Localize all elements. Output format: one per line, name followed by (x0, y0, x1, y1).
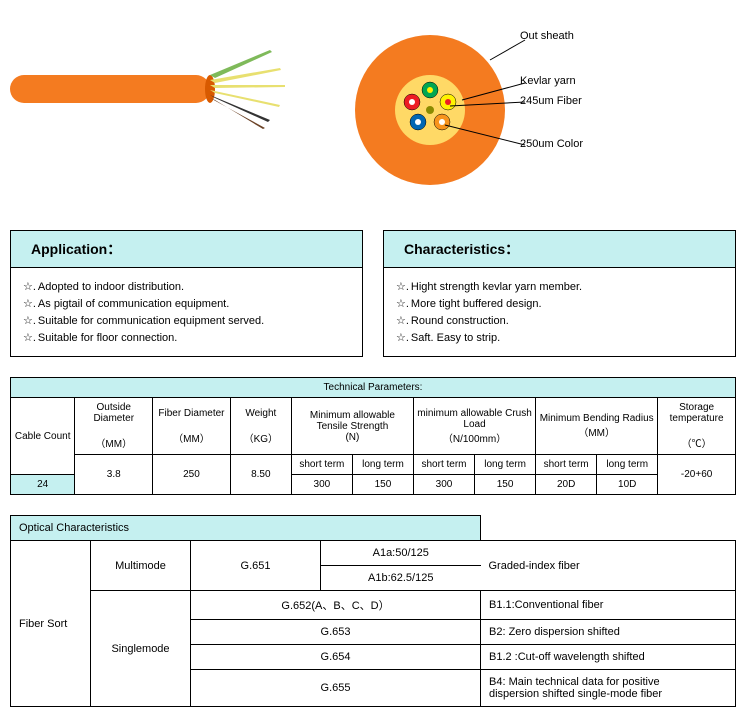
technical-table: Technical Parameters: Cable Count Outsid… (10, 377, 736, 495)
optical-table: Optical Characteristics Fiber Sort Multi… (10, 515, 736, 707)
characteristics-title: Characteristics： (384, 231, 735, 268)
info-row: Application： ☆.Adopted to indoor distrib… (0, 230, 746, 357)
td-tensile-short: 300 (291, 475, 352, 495)
characteristics-box: Characteristics： ☆.Hight strength kevlar… (383, 230, 736, 357)
application-item: Suitable for floor connection. (38, 332, 177, 344)
th-weight: Weight (245, 408, 276, 419)
cable-photo (10, 20, 310, 140)
technical-parameters: Technical Parameters: Cable Count Outsid… (0, 377, 746, 495)
td-cable-count: 24 (11, 475, 75, 495)
td-b4: B4: Main technical data for positive dis… (481, 670, 736, 707)
td-bend-long: 10D (597, 475, 658, 495)
characteristics-item: Round construction. (411, 315, 509, 327)
td-b11: B1.1:Conventional fiber (481, 591, 736, 620)
th-short-term: short term (536, 455, 597, 475)
label-out-sheath: Out sheath (520, 30, 574, 42)
td-outside-diameter: 3.8 (75, 455, 153, 495)
technical-title: Technical Parameters: (11, 378, 736, 398)
td-a1b: A1b:62.5/125 (321, 566, 481, 591)
td-b2: B2: Zero dispersion shifted (481, 620, 736, 645)
td-fiber-sort: Fiber Sort (11, 541, 91, 707)
th-cable-count: Cable Count (11, 398, 75, 475)
td-g651: G.651 (191, 541, 321, 591)
th-crush: minimum allowable Crush Load (417, 408, 531, 430)
label-250um-color: 250um Color (520, 138, 583, 150)
optical-characteristics: Optical Characteristics Fiber Sort Multi… (0, 515, 746, 707)
td-singlemode: Singlemode (91, 591, 191, 707)
th-long-term: long term (352, 455, 413, 475)
characteristics-item: More tight buffered design. (411, 298, 542, 310)
td-b12: B1.2 :Cut-off wavelength shifted (481, 645, 736, 670)
td-multimode: Multimode (91, 541, 191, 591)
td-fiber-diameter: 250 (153, 455, 231, 495)
th-outside-diameter: Outside Diameter (93, 402, 134, 424)
td-g652: G.652(A、B、C、D） (191, 591, 481, 620)
td-crush-long: 150 (475, 475, 536, 495)
characteristics-item: Saft. Easy to strip. (411, 332, 500, 344)
label-kevlar-yarn: Kevlar yarn (520, 75, 576, 87)
application-item: Adopted to indoor distribution. (38, 281, 184, 293)
td-g654: G.654 (191, 645, 481, 670)
application-item: Suitable for communication equipment ser… (38, 315, 264, 327)
characteristics-body: ☆.Hight strength kevlar yarn member. ☆.M… (384, 268, 735, 356)
th-tensile: Minimum allowable Tensile Strength (310, 410, 395, 432)
application-item: As pigtail of communication equipment. (38, 298, 229, 310)
characteristics-item: Hight strength kevlar yarn member. (411, 281, 582, 293)
th-storage: Storage temperature (670, 402, 724, 424)
th-fiber-diameter: Fiber Diameter (158, 408, 224, 419)
td-weight: 8.50 (230, 455, 291, 495)
label-245um-fiber: 245um Fiber (520, 95, 582, 107)
th-long-term: long term (597, 455, 658, 475)
top-section: Out sheath Kevlar yarn 245um Fiber 250um… (0, 0, 746, 230)
td-graded: Graded-index fiber (481, 541, 736, 591)
td-g655: G.655 (191, 670, 481, 707)
td-bend-short: 20D (536, 475, 597, 495)
td-tensile-long: 150 (352, 475, 413, 495)
th-long-term: long term (475, 455, 536, 475)
application-body: ☆.Adopted to indoor distribution. ☆.As p… (11, 268, 362, 356)
td-crush-short: 300 (413, 475, 474, 495)
th-short-term: short term (413, 455, 474, 475)
td-g653: G.653 (191, 620, 481, 645)
td-storage: -20+60 (658, 455, 736, 495)
application-title: Application： (11, 231, 362, 268)
th-short-term: short term (291, 455, 352, 475)
cable-diagram: Out sheath Kevlar yarn 245um Fiber 250um… (350, 20, 530, 200)
td-a1a: A1a:50/125 (321, 541, 481, 566)
optical-title: Optical Characteristics (11, 516, 481, 541)
application-box: Application： ☆.Adopted to indoor distrib… (10, 230, 363, 357)
th-bending: Minimum Bending Radius (540, 413, 654, 424)
